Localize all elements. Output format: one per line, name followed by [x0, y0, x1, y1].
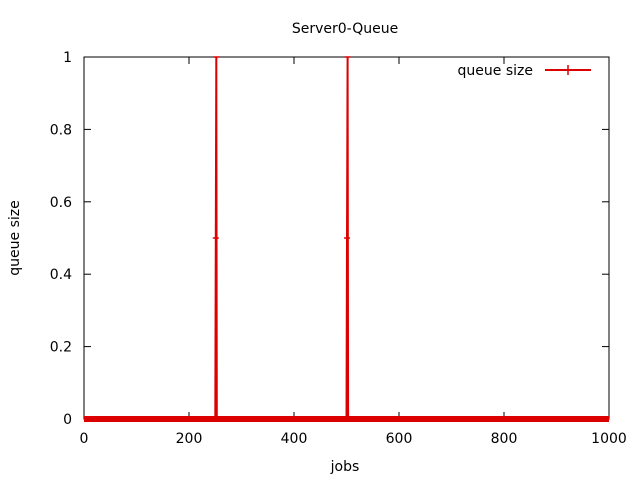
y-tick-label: 0.4: [50, 267, 72, 283]
x-axis-label: jobs: [330, 459, 360, 475]
y-tick-label: 0: [63, 412, 72, 428]
y-axis-label: queue size: [7, 200, 23, 275]
x-tick-label: 600: [386, 431, 413, 447]
x-axis: 0 200 400 600 800 1000: [80, 57, 627, 447]
x-tick-label: 200: [176, 431, 203, 447]
y-tick-label: 0.6: [50, 195, 72, 211]
y-axis: 0 0.2 0.4 0.6 0.8 1: [50, 50, 609, 428]
legend: queue size: [458, 63, 591, 79]
chart-title: Server0-Queue: [292, 21, 398, 37]
x-tick-label: 800: [491, 431, 518, 447]
y-tick-label: 0.2: [50, 340, 72, 356]
x-tick-label: 0: [80, 431, 89, 447]
x-tick-label: 1000: [591, 431, 627, 447]
series-layer: [84, 56, 609, 422]
y-tick-label: 1: [63, 50, 72, 66]
y-tick-label: 0.8: [50, 122, 72, 138]
legend-label: queue size: [458, 63, 533, 79]
x-tick-label: 400: [281, 431, 308, 447]
